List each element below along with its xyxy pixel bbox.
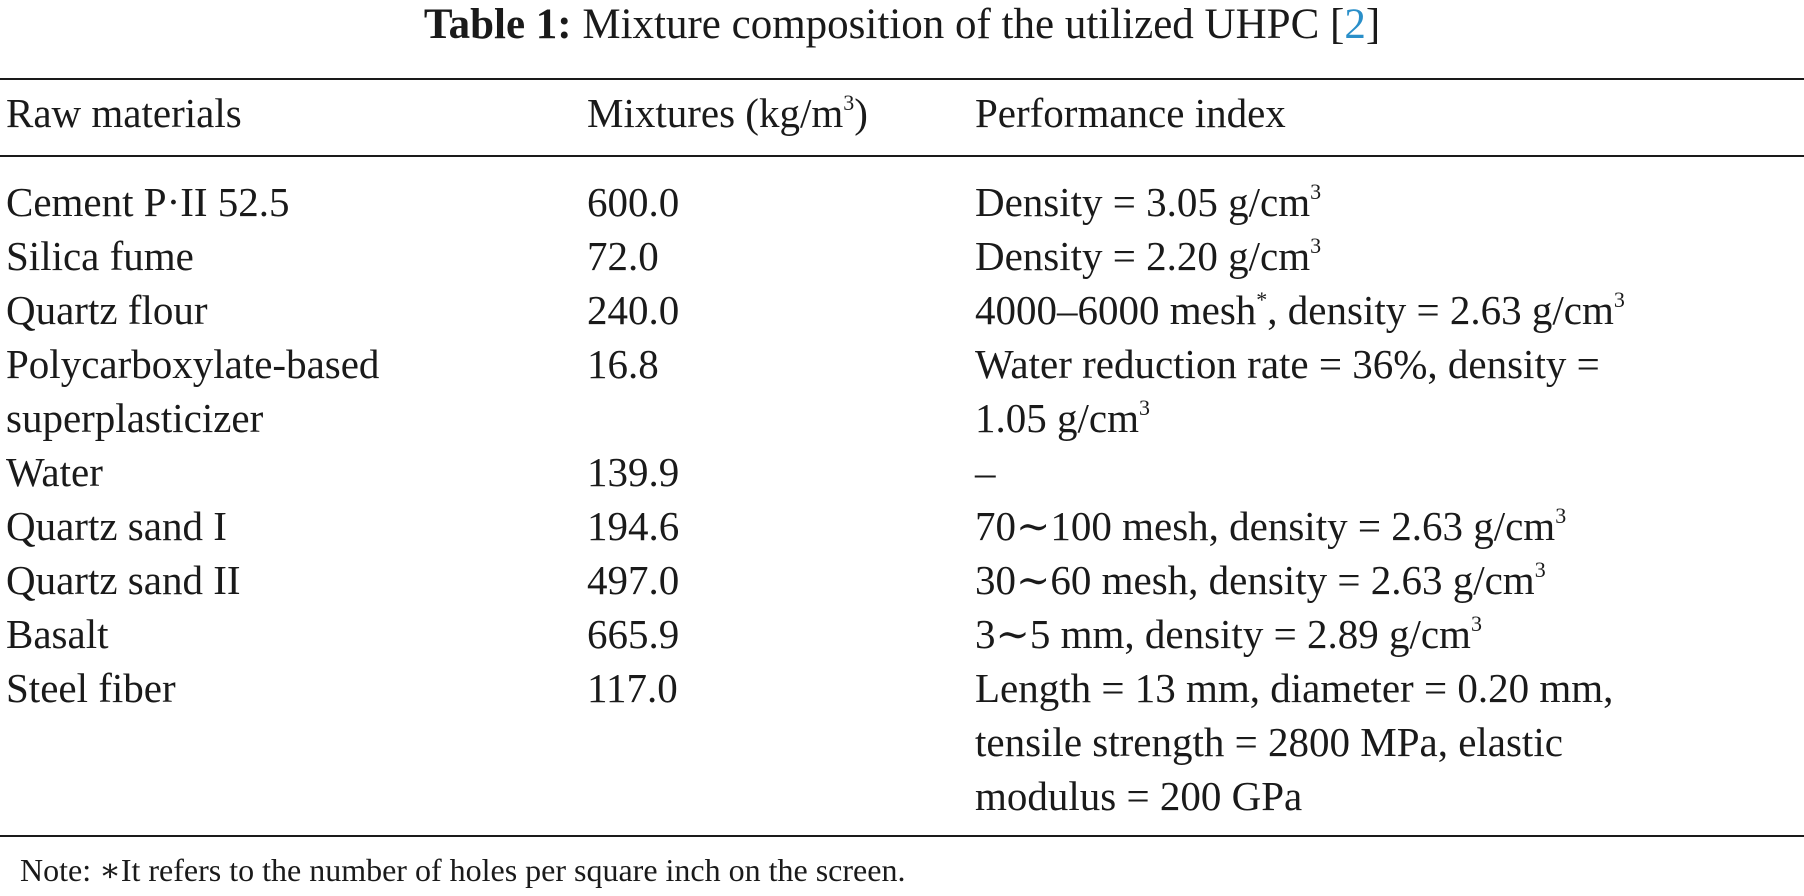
header-mixtures-close: ) bbox=[854, 90, 868, 136]
row-material: Basalt bbox=[6, 611, 109, 657]
row-performance: 3∼5 mm, density = 2.89 g/cm3 bbox=[975, 607, 1482, 661]
row-performance: 70∼100 mesh, density = 2.63 g/cm3 bbox=[975, 499, 1566, 553]
row-performance: Water reduction rate = 36%, density = bbox=[975, 341, 1600, 387]
citation-link[interactable]: 2 bbox=[1344, 1, 1366, 48]
row-material: Polycarboxylate-based bbox=[6, 341, 380, 387]
row-material-continued: superplasticizer bbox=[6, 395, 264, 441]
header-raw-materials: Raw materials bbox=[6, 90, 242, 136]
row-performance-text: 1.05 g/cm bbox=[975, 395, 1139, 441]
row-performance: 30∼60 mesh, density = 2.63 g/cm3 bbox=[975, 553, 1546, 607]
table-caption-text: Mixture composition of the utilized UHPC… bbox=[582, 1, 1345, 48]
row-mixture: 16.8 bbox=[587, 341, 659, 387]
row-performance-sup: 3 bbox=[1613, 287, 1625, 313]
row-performance-text: 30∼60 mesh, density = 2.63 g/cm bbox=[975, 557, 1535, 603]
header-mixtures-sup: 3 bbox=[843, 90, 855, 116]
row-mixture: 240.0 bbox=[587, 287, 680, 333]
row-performance: Length = 13 mm, diameter = 0.20 mm, bbox=[975, 665, 1614, 711]
row-performance-sup: 3 bbox=[1534, 557, 1546, 583]
row-material: Silica fume bbox=[6, 233, 194, 279]
header-performance-index: Performance index bbox=[975, 90, 1286, 136]
row-performance-text: , density = 2.63 g/cm bbox=[1267, 287, 1614, 333]
header-mixtures-text: Mixtures (kg/m bbox=[587, 90, 844, 136]
row-performance-sup: 3 bbox=[1310, 179, 1322, 205]
row-mixture: 194.6 bbox=[587, 503, 680, 549]
row-material: Quartz sand II bbox=[6, 557, 241, 603]
table-caption-close: ] bbox=[1365, 1, 1381, 48]
row-performance-sup: 3 bbox=[1555, 503, 1567, 529]
row-mixture: 72.0 bbox=[587, 233, 659, 279]
row-material: Cement P·II 52.5 bbox=[6, 179, 290, 225]
header-mixtures: Mixtures (kg/m3) bbox=[587, 86, 868, 140]
table-top-rule bbox=[0, 78, 1804, 80]
row-material: Steel fiber bbox=[6, 665, 176, 711]
row-mixture: 600.0 bbox=[587, 179, 680, 225]
footnote-marker: * bbox=[1256, 287, 1268, 313]
row-performance-text: 3∼5 mm, density = 2.89 g/cm bbox=[975, 611, 1471, 657]
row-performance-sup: 3 bbox=[1138, 395, 1150, 421]
table-caption-label: Table 1: bbox=[423, 1, 572, 48]
row-performance-continued: tensile strength = 2800 MPa, elastic bbox=[975, 719, 1563, 765]
row-material: Quartz flour bbox=[6, 287, 208, 333]
row-performance: – bbox=[975, 449, 996, 495]
row-performance-sup: 3 bbox=[1310, 233, 1322, 259]
row-performance-continued: 1.05 g/cm3 bbox=[975, 391, 1150, 445]
row-material: Quartz sand I bbox=[6, 503, 227, 549]
table-caption: Table 1: Mixture composition of the util… bbox=[0, 2, 1804, 48]
row-mixture: 139.9 bbox=[587, 449, 680, 495]
row-mixture: 117.0 bbox=[587, 665, 678, 711]
table-note: Note: ∗It refers to the number of holes … bbox=[20, 852, 906, 888]
row-performance-sup: 3 bbox=[1470, 611, 1482, 637]
table-header-rule bbox=[0, 155, 1804, 157]
row-performance: Density = 2.20 g/cm3 bbox=[975, 229, 1321, 283]
row-performance-text: Density = 3.05 g/cm bbox=[975, 179, 1311, 225]
row-performance: Density = 3.05 g/cm3 bbox=[975, 175, 1321, 229]
row-performance-continued: modulus = 200 GPa bbox=[975, 773, 1303, 819]
table-bottom-rule bbox=[0, 835, 1804, 837]
row-performance: 4000–6000 mesh*, density = 2.63 g/cm3 bbox=[975, 283, 1625, 337]
row-material: Water bbox=[6, 449, 103, 495]
row-performance-text: 70∼100 mesh, density = 2.63 g/cm bbox=[975, 503, 1556, 549]
row-performance-text: 4000–6000 mesh bbox=[975, 287, 1257, 333]
row-mixture: 497.0 bbox=[587, 557, 680, 603]
row-mixture: 665.9 bbox=[587, 611, 680, 657]
row-performance-text: Density = 2.20 g/cm bbox=[975, 233, 1311, 279]
